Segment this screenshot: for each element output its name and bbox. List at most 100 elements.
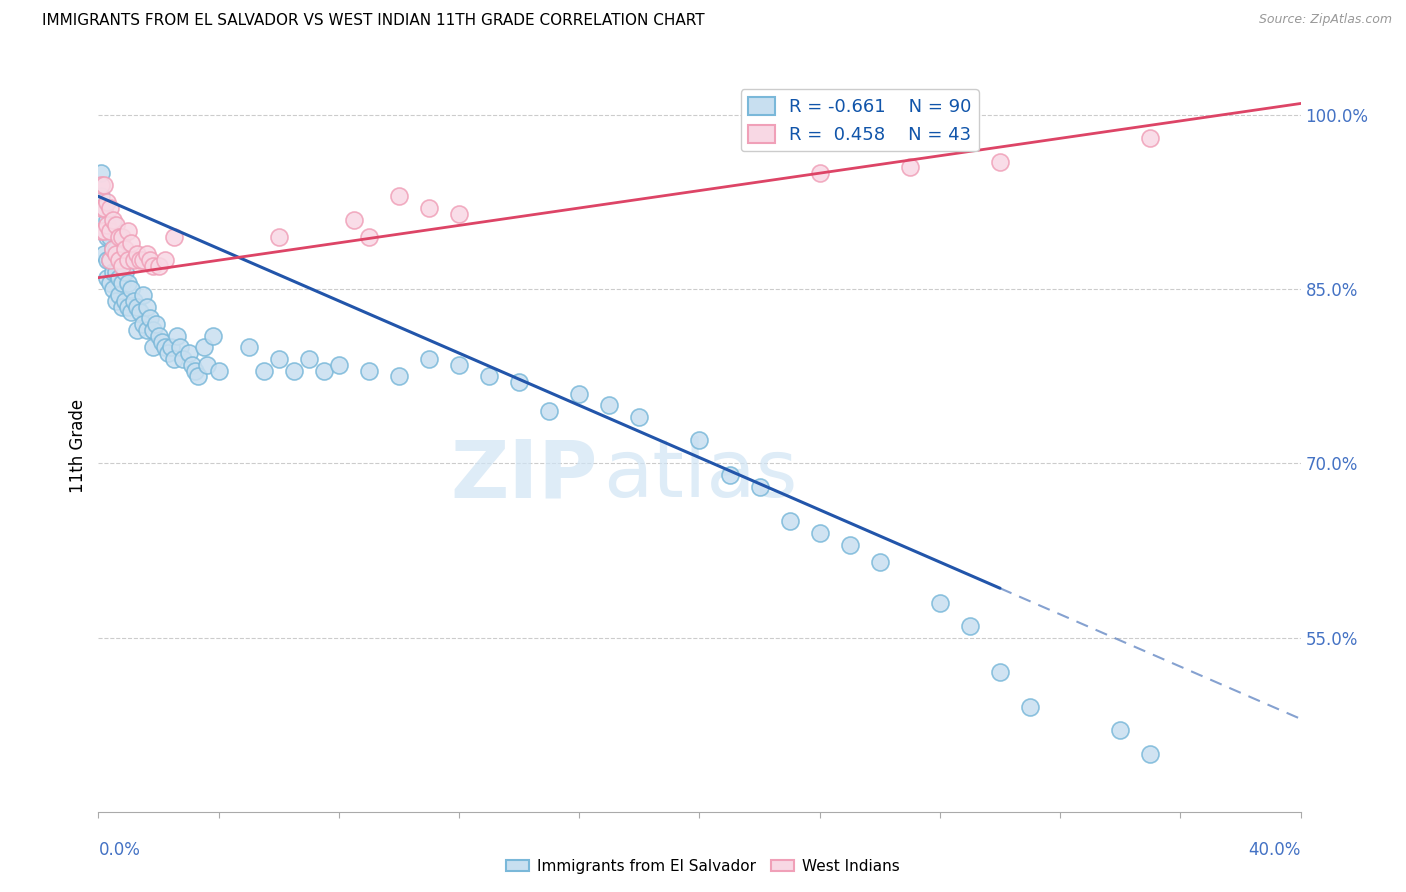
Point <box>988 665 1011 680</box>
Text: 0.0%: 0.0% <box>98 841 141 859</box>
Point <box>1139 747 1161 761</box>
Point <box>538 404 561 418</box>
Point <box>929 596 952 610</box>
Point <box>187 369 209 384</box>
Point <box>100 230 122 244</box>
Point <box>127 300 149 314</box>
Point <box>108 270 131 285</box>
Point <box>96 230 118 244</box>
Point <box>1139 131 1161 145</box>
Point <box>183 363 205 377</box>
Point <box>153 253 176 268</box>
Point <box>201 328 224 343</box>
Point <box>141 259 163 273</box>
Point <box>103 242 125 256</box>
Point <box>96 253 118 268</box>
Point <box>267 351 290 366</box>
Point <box>111 230 134 244</box>
Point <box>418 201 440 215</box>
Point <box>898 161 921 175</box>
Point <box>114 265 136 279</box>
Point <box>959 619 981 633</box>
Point <box>166 328 188 343</box>
Point <box>111 300 134 314</box>
Point <box>135 323 157 337</box>
Point <box>808 526 831 541</box>
Point <box>628 409 651 424</box>
Point <box>312 363 335 377</box>
Point <box>357 363 380 377</box>
Point <box>108 247 131 261</box>
Point <box>96 195 118 210</box>
Point <box>127 323 149 337</box>
Point <box>193 340 215 354</box>
Point <box>162 351 184 366</box>
Point <box>108 288 131 302</box>
Point <box>105 219 128 233</box>
Point <box>117 224 139 238</box>
Point <box>103 265 125 279</box>
Point <box>124 293 146 308</box>
Point <box>156 346 179 360</box>
Point <box>117 253 139 268</box>
Point <box>328 358 350 372</box>
Point <box>238 340 260 354</box>
Point <box>357 230 380 244</box>
Point <box>145 317 167 331</box>
Point <box>93 224 115 238</box>
Point <box>718 468 741 483</box>
Point <box>121 235 143 250</box>
Point <box>779 515 801 529</box>
Text: Source: ZipAtlas.com: Source: ZipAtlas.com <box>1258 13 1392 27</box>
Text: 40.0%: 40.0% <box>1249 841 1301 859</box>
Point <box>135 247 157 261</box>
Point <box>129 305 152 319</box>
Point <box>105 242 128 256</box>
Point <box>177 346 200 360</box>
Point <box>298 351 321 366</box>
Point <box>129 253 152 268</box>
Point <box>100 224 122 238</box>
Point <box>114 242 136 256</box>
Legend: Immigrants from El Salvador, West Indians: Immigrants from El Salvador, West Indian… <box>501 853 905 880</box>
Point <box>132 288 155 302</box>
Point <box>90 224 112 238</box>
Point <box>447 358 470 372</box>
Point <box>114 293 136 308</box>
Point <box>141 323 163 337</box>
Point <box>283 363 305 377</box>
Point <box>93 201 115 215</box>
Point <box>90 201 112 215</box>
Point <box>159 340 181 354</box>
Point <box>93 224 115 238</box>
Text: IMMIGRANTS FROM EL SALVADOR VS WEST INDIAN 11TH GRADE CORRELATION CHART: IMMIGRANTS FROM EL SALVADOR VS WEST INDI… <box>42 13 704 29</box>
Point <box>111 259 134 273</box>
Point <box>111 277 134 291</box>
Point <box>1019 700 1042 714</box>
Point <box>105 293 128 308</box>
Y-axis label: 11th Grade: 11th Grade <box>69 399 87 493</box>
Point <box>172 351 194 366</box>
Point <box>748 480 770 494</box>
Point <box>568 386 591 401</box>
Point <box>138 253 160 268</box>
Text: atlas: atlas <box>603 436 797 515</box>
Point <box>108 230 131 244</box>
Point <box>153 340 176 354</box>
Point <box>96 270 118 285</box>
Point <box>838 538 860 552</box>
Point <box>169 340 191 354</box>
Point <box>121 305 143 319</box>
Point <box>132 253 155 268</box>
Point <box>117 300 139 314</box>
Point <box>195 358 218 372</box>
Point <box>508 375 530 389</box>
Point <box>267 230 290 244</box>
Point <box>108 253 131 268</box>
Point <box>93 178 115 192</box>
Point <box>343 212 366 227</box>
Point <box>127 247 149 261</box>
Point <box>150 334 173 349</box>
Point <box>447 207 470 221</box>
Point <box>135 300 157 314</box>
